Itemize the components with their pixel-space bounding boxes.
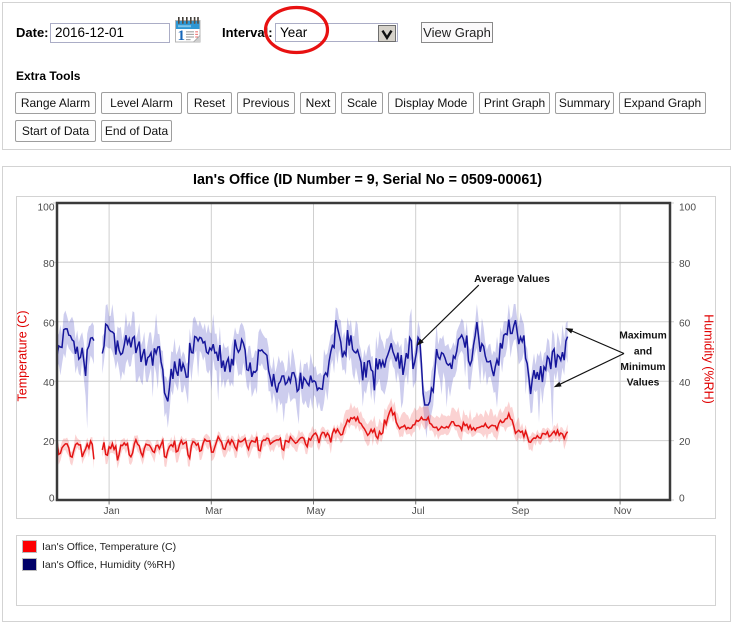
svg-text:60: 60: [679, 318, 691, 329]
svg-text:Sep: Sep: [512, 506, 530, 517]
svg-text:Mar: Mar: [205, 506, 223, 517]
svg-text:40: 40: [679, 378, 691, 389]
svg-text:0: 0: [49, 494, 55, 505]
svg-text:Temperature (C): Temperature (C): [16, 311, 30, 402]
svg-text:Jul: Jul: [412, 506, 425, 517]
svg-text:Values: Values: [627, 378, 660, 389]
svg-text:Nov: Nov: [614, 506, 632, 517]
svg-text:20: 20: [679, 437, 691, 448]
svg-text:100: 100: [38, 203, 55, 214]
svg-text:0: 0: [679, 494, 685, 505]
svg-text:40: 40: [43, 378, 55, 389]
svg-text:Jan: Jan: [104, 506, 120, 517]
svg-text:and: and: [634, 346, 652, 357]
svg-text:60: 60: [43, 318, 55, 329]
svg-text:100: 100: [679, 203, 696, 214]
svg-text:Humidity (%RH): Humidity (%RH): [701, 314, 715, 404]
svg-text:Maximum: Maximum: [619, 331, 667, 342]
svg-text:80: 80: [679, 259, 691, 270]
svg-text:80: 80: [43, 259, 55, 270]
svg-text:May: May: [307, 506, 326, 517]
svg-text:20: 20: [43, 437, 55, 448]
svg-text:Minimum: Minimum: [620, 362, 665, 373]
svg-text:Average Values: Average Values: [474, 274, 550, 285]
svg-text:1: 1: [177, 28, 185, 43]
